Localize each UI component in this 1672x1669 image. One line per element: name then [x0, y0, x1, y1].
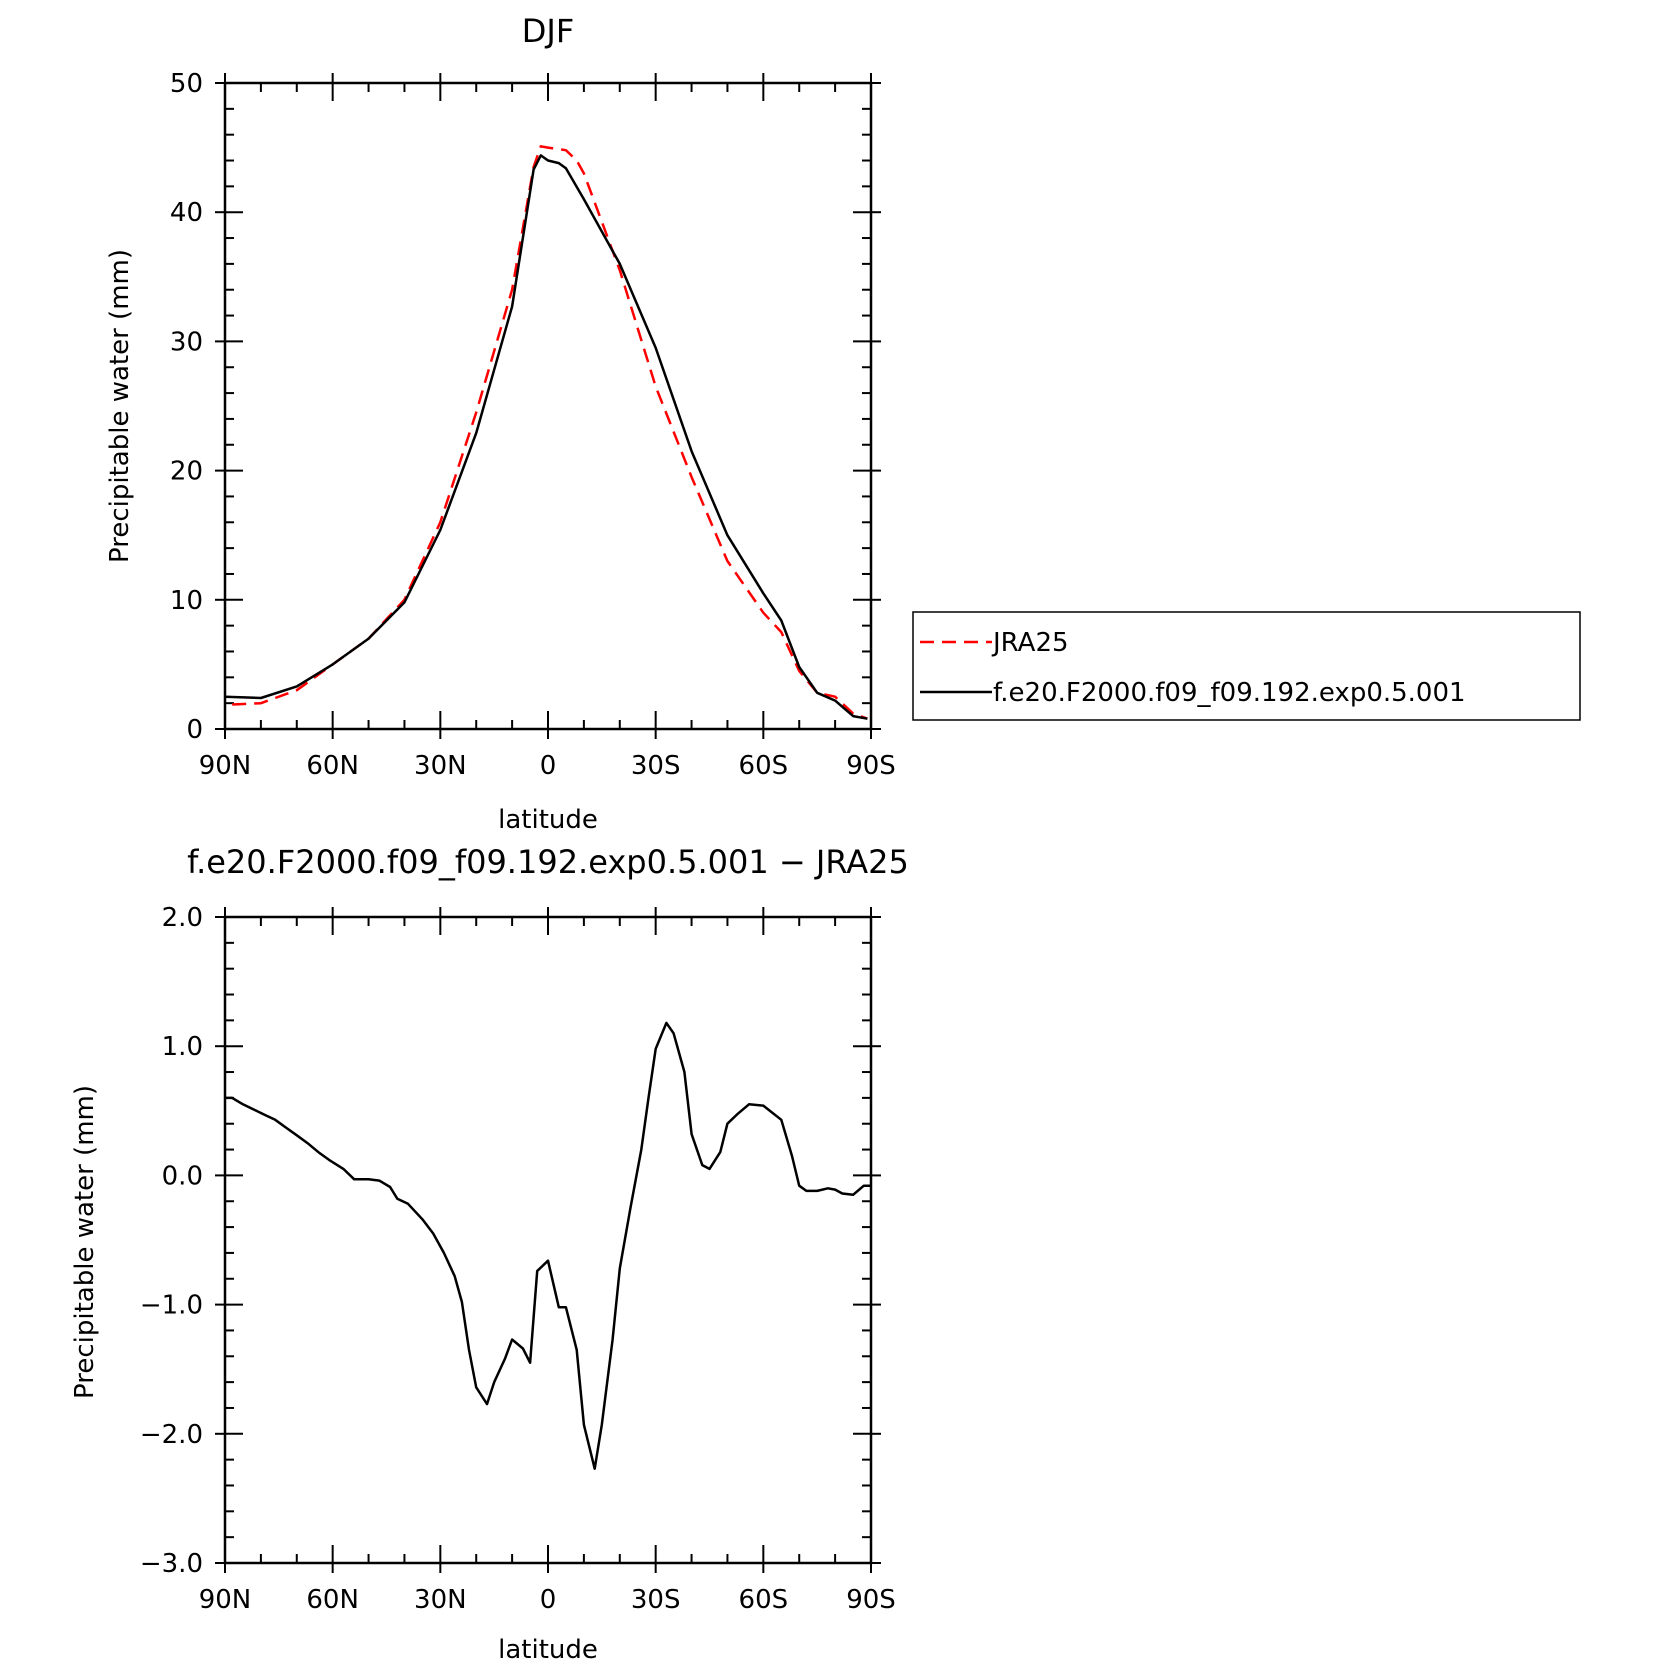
bottom-plot-y-tick-label: −1.0: [140, 1291, 203, 1321]
bottom-plot-frame: [223, 915, 873, 1565]
top-plot-x-tick-label: 90N: [199, 751, 252, 781]
bottom-plot: f.e20.F2000.f09_f09.192.exp0.5.001 − JRA…: [70, 843, 909, 1665]
top-plot-frame: [223, 81, 873, 731]
bottom-plot-y-axis-label: Precipitable water (mm): [70, 1085, 100, 1399]
bottom-plot-x-tick-label: 60N: [306, 1585, 359, 1615]
bottom-plot-x-tick-label: 90S: [846, 1585, 896, 1615]
bottom-plot-y-tick-label: 0.0: [162, 1161, 203, 1191]
bottom-plot-x-tick-label: 30N: [414, 1585, 467, 1615]
bottom-plot-series-line-0: [225, 1021, 871, 1470]
bottom-plot-title: f.e20.F2000.f09_f09.192.exp0.5.001 − JRA…: [187, 843, 909, 881]
top-plot-y-tick-label: 30: [170, 327, 203, 357]
legend-box: [912, 611, 1581, 721]
top-plot-x-tick-label: 0: [540, 751, 557, 781]
top-plot-y-tick-label: 0: [186, 715, 203, 745]
top-plot-x-tick-label: 60N: [306, 751, 359, 781]
top-plot-ticks: 90N 60N 30N 0 30S 60S 90S 0 10 20 30 40 50: [170, 69, 896, 781]
top-plot-y-tick-label: 10: [170, 586, 203, 616]
top-plot-series-line-0: [232, 145, 868, 720]
bottom-plot-y-tick-label: −3.0: [140, 1549, 203, 1579]
top-plot-y-axis-label: Precipitable water (mm): [105, 249, 135, 563]
legend: JRA25 f.e20.F2000.f09_f09.192.exp0.5.001: [912, 611, 1581, 721]
bottom-plot-y-tick-label: 1.0: [162, 1032, 203, 1062]
bottom-plot-x-tick-label: 30S: [631, 1585, 681, 1615]
top-plot-x-tick-label: 30S: [631, 751, 681, 781]
top-plot-y-tick-label: 20: [170, 457, 203, 487]
top-plot-y-tick-label: 50: [170, 69, 203, 99]
top-plot-title: DJF: [522, 12, 574, 50]
top-plot-series: [224, 145, 868, 720]
legend-label-model: f.e20.F2000.f09_f09.192.exp0.5.001: [993, 678, 1466, 708]
top-plot-series-line-1: [224, 154, 868, 720]
bottom-plot-x-axis-label: latitude: [498, 1635, 598, 1665]
bottom-plot-series: [225, 1021, 871, 1470]
bottom-plot-x-tick-label: 0: [540, 1585, 557, 1615]
bottom-plot-x-tick-label: 60S: [739, 1585, 789, 1615]
bottom-plot-ticks: 90N 60N 30N 0 30S 60S 90S −3.0 −2.0 −1.0 0.0 1.0 2.0: [140, 903, 896, 1615]
top-plot-x-tick-label: 60S: [739, 751, 789, 781]
top-plot-x-tick-label: 30N: [414, 751, 467, 781]
top-plot: DJF latitude Precipitable water (mm) 90N…: [105, 12, 896, 835]
bottom-plot-x-tick-label: 90N: [199, 1585, 252, 1615]
bottom-plot-y-tick-label: 2.0: [162, 903, 203, 933]
top-plot-y-tick-label: 40: [170, 198, 203, 228]
legend-label-jra25: JRA25: [991, 628, 1069, 658]
top-plot-x-axis-label: latitude: [498, 805, 598, 835]
top-plot-x-tick-label: 90S: [846, 751, 896, 781]
bottom-plot-y-tick-label: −2.0: [140, 1420, 203, 1450]
